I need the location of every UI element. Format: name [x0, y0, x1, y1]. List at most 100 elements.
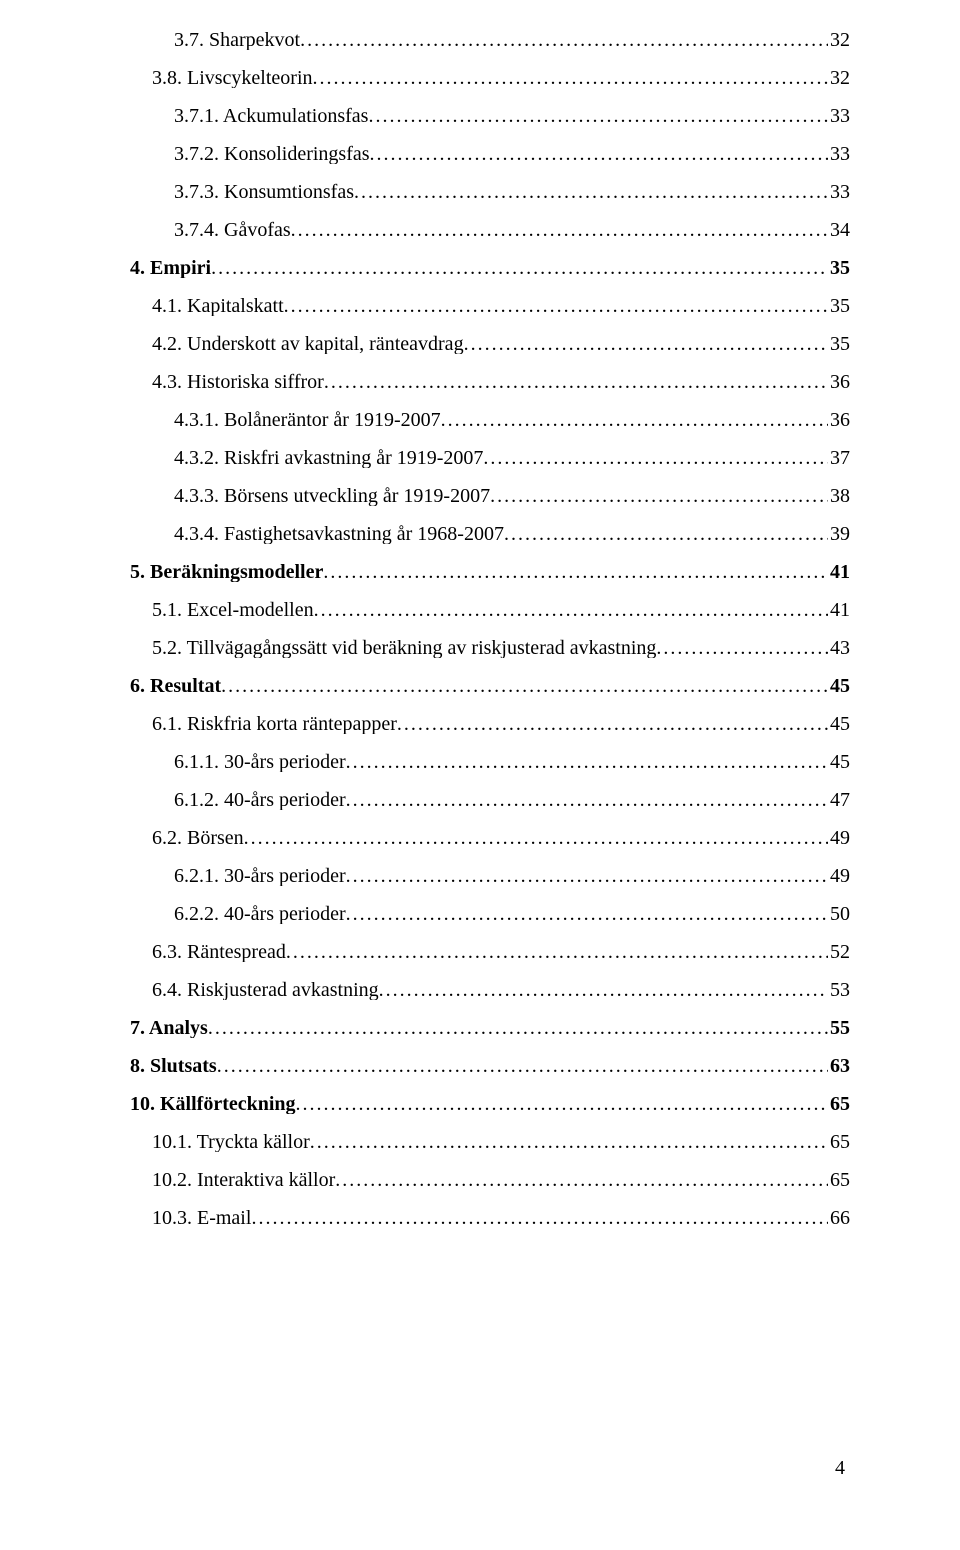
toc-entry: 3.7.3. Konsumtionsfas 33 — [130, 182, 850, 202]
toc-entry: 3.7. Sharpekvot32 — [130, 30, 850, 50]
toc-entry-label: 10.1. Tryckta källor — [152, 1132, 310, 1152]
toc-entry: 3.7.2. Konsolideringsfas 33 — [130, 144, 850, 164]
toc-entry: 10.3. E-mail66 — [130, 1208, 850, 1228]
toc-entry-label: 4.3. Historiska siffror — [152, 372, 324, 392]
toc-entry-page: 52 — [828, 942, 850, 962]
toc-entry-label: 5.2. Tillvägagångssätt vid beräkning av … — [152, 638, 656, 658]
toc-leader-dots — [296, 1094, 828, 1114]
toc-entry-page: 65 — [828, 1094, 850, 1114]
toc-entry-page: 45 — [828, 752, 850, 772]
toc-leader-dots — [310, 1132, 828, 1152]
toc-entry-label: 6.4. Riskjusterad avkastning — [152, 980, 379, 1000]
toc-entry-label: 3.7.2. Konsolideringsfas — [174, 144, 370, 164]
toc-entry: 8. Slutsats63 — [130, 1056, 850, 1076]
toc-entry-page: 36 — [828, 410, 850, 430]
toc-leader-dots — [370, 144, 828, 164]
toc-entry-label: 6.1.2. 40-års perioder — [174, 790, 346, 810]
toc-entry-page: 33 — [828, 144, 850, 164]
toc-entry: 4.3.1. Bolåneräntor år 1919-2007 36 — [130, 410, 850, 430]
toc-entry-label: 4.3.3. Börsens utveckling år 1919-2007 — [174, 486, 490, 506]
toc-leader-dots — [379, 980, 828, 1000]
toc-entry: 4.3.4. Fastighetsavkastning år 1968-2007… — [130, 524, 850, 544]
toc-entry-label: 10.2. Interaktiva källor — [152, 1170, 335, 1190]
toc-leader-dots — [300, 30, 828, 50]
toc-entry-page: 41 — [828, 562, 850, 582]
toc-entry-page: 35 — [828, 296, 850, 316]
toc-entry: 6.2.1. 30-års perioder 49 — [130, 866, 850, 886]
toc-entry-page: 33 — [828, 106, 850, 126]
toc-entry-label: 6.2. Börsen — [152, 828, 244, 848]
toc-leader-dots — [483, 448, 828, 468]
toc-entry-label: 6. Resultat — [130, 676, 221, 696]
page-number: 4 — [835, 1457, 845, 1480]
toc-entry-page: 32 — [828, 68, 850, 88]
toc-entry-page: 50 — [828, 904, 850, 924]
toc-entry-page: 65 — [828, 1132, 850, 1152]
toc-entry: 10.2. Interaktiva källor 65 — [130, 1170, 850, 1190]
toc-leader-dots — [346, 866, 828, 886]
toc-entry-label: 6.1. Riskfria korta räntepapper — [152, 714, 397, 734]
toc-leader-dots — [208, 1018, 828, 1038]
toc-leader-dots — [464, 334, 828, 354]
toc-entry: 3.7.1. Ackumulationsfas33 — [130, 106, 850, 126]
toc-leader-dots — [346, 790, 828, 810]
toc-entry-page: 33 — [828, 182, 850, 202]
toc-entry: 10.1. Tryckta källor 65 — [130, 1132, 850, 1152]
toc-leader-dots — [354, 182, 828, 202]
toc-entry-label: 7. Analys — [130, 1018, 208, 1038]
toc-leader-dots — [284, 296, 828, 316]
toc-entry-page: 45 — [828, 714, 850, 734]
toc-entry: 5. Beräkningsmodeller 41 — [130, 562, 850, 582]
toc-entry-label: 4.3.1. Bolåneräntor år 1919-2007 — [174, 410, 441, 430]
toc-entry-page: 65 — [828, 1170, 850, 1190]
toc-leader-dots — [244, 828, 828, 848]
toc-entry-label: 6.2.2. 40-års perioder — [174, 904, 346, 924]
toc-entry-label: 6.3. Räntespread — [152, 942, 286, 962]
toc-entry-page: 34 — [828, 220, 850, 240]
toc-entry: 6. Resultat45 — [130, 676, 850, 696]
toc-entry-label: 10. Källförteckning — [130, 1094, 296, 1114]
toc-leader-dots — [324, 372, 828, 392]
toc-leader-dots — [286, 942, 828, 962]
toc-entry: 6.4. Riskjusterad avkastning53 — [130, 980, 850, 1000]
toc-entry-label: 4.3.2. Riskfri avkastning år 1919-2007 — [174, 448, 483, 468]
toc-entry-page: 38 — [828, 486, 850, 506]
toc-leader-dots — [346, 904, 828, 924]
toc-entry: 10. Källförteckning 65 — [130, 1094, 850, 1114]
toc-entry-page: 49 — [828, 866, 850, 886]
toc-entry: 6.1.1. 30-års perioder 45 — [130, 752, 850, 772]
toc-entry-page: 41 — [828, 600, 850, 620]
toc-entry: 6.2. Börsen 49 — [130, 828, 850, 848]
toc-entry-label: 5. Beräkningsmodeller — [130, 562, 323, 582]
toc-leader-dots — [217, 1056, 828, 1076]
toc-entry: 4.1. Kapitalskatt35 — [130, 296, 850, 316]
toc-entry: 4.2. Underskott av kapital, ränteavdrag 3… — [130, 334, 850, 354]
toc-entry: 6.3. Räntespread 52 — [130, 942, 850, 962]
toc-entry-page: 63 — [828, 1056, 850, 1076]
toc-entry: 4.3. Historiska siffror36 — [130, 372, 850, 392]
toc-leader-dots — [221, 676, 828, 696]
toc-leader-dots — [368, 106, 828, 126]
toc-leader-dots — [346, 752, 828, 772]
toc-entry: 4.3.3. Börsens utveckling år 1919-2007 38 — [130, 486, 850, 506]
toc-entry-page: 39 — [828, 524, 850, 544]
toc-entry-label: 3.7. Sharpekvot — [174, 30, 300, 50]
toc-entry-label: 6.1.1. 30-års perioder — [174, 752, 346, 772]
toc-entry-label: 10.3. E-mail — [152, 1208, 251, 1228]
toc-leader-dots — [323, 562, 828, 582]
page-container: 3.7. Sharpekvot323.8. Livscykelteorin323… — [0, 0, 960, 1550]
toc-entry-page: 49 — [828, 828, 850, 848]
toc-entry-page: 35 — [828, 334, 850, 354]
toc-entry-label: 6.2.1. 30-års perioder — [174, 866, 346, 886]
toc-leader-dots — [314, 600, 828, 620]
toc-entry-label: 3.7.3. Konsumtionsfas — [174, 182, 354, 202]
toc-entry: 6.1. Riskfria korta räntepapper 45 — [130, 714, 850, 734]
toc-entry-label: 4.2. Underskott av kapital, ränteavdrag — [152, 334, 464, 354]
toc-leader-dots — [211, 258, 828, 278]
toc-entry: 4.3.2. Riskfri avkastning år 1919-200737 — [130, 448, 850, 468]
toc-entry: 3.8. Livscykelteorin 32 — [130, 68, 850, 88]
toc-leader-dots — [335, 1170, 828, 1190]
toc-entry-label: 3.8. Livscykelteorin — [152, 68, 313, 88]
toc-entry-label: 3.7.4. Gåvofas — [174, 220, 291, 240]
toc-entry: 6.1.2. 40-års perioder47 — [130, 790, 850, 810]
